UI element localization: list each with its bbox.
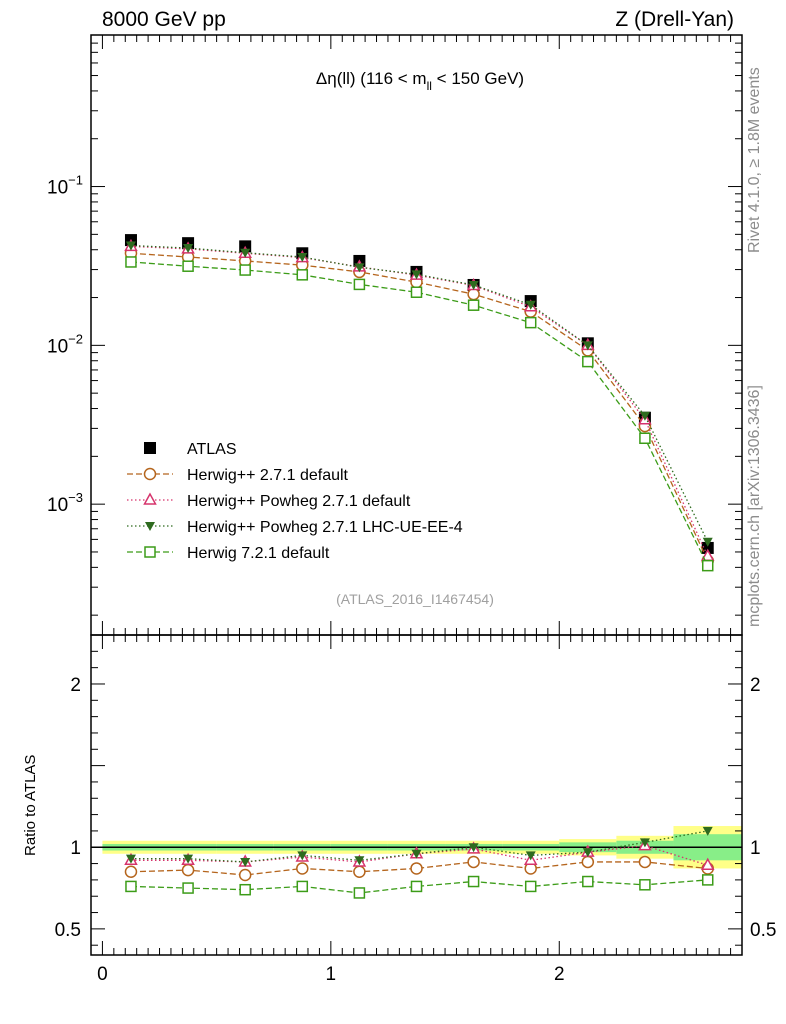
ratio-powheg-point: [700, 857, 715, 870]
tick-base: 10: [47, 336, 68, 357]
legend-marker-herwig721: [144, 546, 156, 558]
main-powheg_ue-point: [639, 411, 650, 421]
ratio-y-tick-label-right: 2: [750, 675, 761, 696]
ratio-y-tick-label-right: 0.5: [750, 920, 776, 941]
ratio-herwig721-point: [296, 880, 309, 893]
ratio-powheg_ue-point: [125, 854, 136, 864]
ratio-powheg_ue-point: [240, 857, 251, 867]
tick-exponent: −2: [68, 331, 83, 346]
ratio-herwig271-point: [296, 862, 309, 875]
ratio-y-tick-label-left: 0.5: [55, 920, 81, 941]
main-herwig721-point: [296, 269, 309, 281]
header-left-label: 8000 GeV pp: [102, 8, 226, 31]
main-herwig721-point: [353, 278, 366, 291]
ratio-herwig271-point: [238, 868, 252, 882]
legend-label-powheg_ue: Herwig++ Powheg 2.7.1 LHC-UE-EE-4: [187, 519, 463, 536]
main-powheg_ue-point: [354, 263, 365, 273]
legend-label-powheg: Herwig++ Powheg 2.7.1 default: [187, 493, 411, 510]
main-herwig721-point: [410, 286, 423, 298]
legend-marker-powheg: [143, 492, 157, 505]
main-herwig721-point: [524, 316, 537, 329]
ratio-powheg_ue-point: [582, 848, 593, 858]
ratio-herwig271-point: [638, 855, 652, 869]
title-subscript: ll: [427, 79, 432, 93]
ratio-y-tick-label-left: 1: [70, 838, 81, 859]
ratio-powheg_ue-point: [354, 856, 365, 866]
ratio-powheg_ue-point: [411, 849, 422, 859]
title-main-text: Δη(ll) (116 < m: [316, 69, 427, 88]
ratio-herwig721-point: [582, 875, 594, 888]
ratio-panel: 0.5 0.5 1 1 2 2 0 1 2: [55, 634, 776, 985]
main-herwig721-point: [639, 432, 651, 445]
ratio-y-tick-label-right: 1: [750, 838, 761, 859]
ratio-herwig271-point: [181, 863, 195, 877]
ratio-herwig271-point: [467, 855, 480, 869]
ratio-herwig271-point: [410, 862, 423, 875]
main-powheg_ue-point: [525, 300, 536, 310]
ratio-herwig721-point: [353, 887, 366, 899]
main-powheg_ue-point: [582, 341, 593, 351]
ratio-frame: [90, 634, 743, 956]
main-herwig271-line: [130, 252, 709, 562]
main-herwig721-point: [239, 264, 251, 276]
main-powheg_ue-point: [183, 244, 194, 254]
main-powheg_ue-point: [240, 248, 251, 258]
main-herwig721-line: [130, 261, 709, 566]
main-herwig721-point: [182, 260, 194, 272]
main-powheg_ue-point: [702, 537, 713, 547]
ratio-x-tick-label: 0: [97, 964, 108, 985]
main-y-tick-label: 10−3: [47, 490, 83, 516]
ratio-powheg_ue-point: [183, 854, 194, 864]
legend-label-herwig721: Herwig 7.2.1 default: [187, 545, 330, 562]
ratio-herwig271-point: [353, 865, 366, 878]
main-powheg_ue-point: [125, 241, 136, 251]
ratio-herwig271-point: [581, 855, 595, 869]
ratio-powheg_ue-point: [468, 843, 479, 853]
ratio-powheg_ue-point: [297, 851, 308, 861]
ratio-powheg_ue-point: [702, 826, 713, 836]
ratio-powheg_ue-point: [639, 838, 650, 848]
main-powheg_ue-point: [411, 270, 422, 280]
main-y-tick-label: 10−1: [47, 173, 83, 199]
ratio-herwig271-point: [124, 865, 138, 878]
analysis-annotation: (ATLAS_2016_I1467454): [336, 591, 494, 607]
legend-label-atlas: ATLAS: [187, 441, 237, 458]
legend-marker-herwig271: [143, 467, 157, 481]
title-end-text: < 150 GeV): [432, 69, 524, 88]
ratio-y-tick-label-left: 2: [70, 675, 81, 696]
ratio-herwig721-point: [524, 880, 537, 893]
ratio-x-tick-label: 1: [326, 964, 337, 985]
ratio-herwig721-line: [130, 879, 708, 894]
main-herwig721-point: [701, 559, 714, 572]
main-y-tick-label: 10−2: [47, 331, 83, 357]
tick-base: 10: [47, 495, 68, 516]
ratio-herwig721-point: [182, 882, 194, 894]
ratio-herwig271-line: [130, 861, 708, 876]
ratio-x-tick-label: 2: [554, 964, 565, 985]
main-herwig721-point: [125, 256, 137, 268]
legend-label-herwig271: Herwig++ 2.7.1 default: [187, 467, 349, 484]
main-powheg_ue-point: [468, 280, 479, 290]
main-herwig721-point: [582, 355, 594, 368]
ratio-herwig721-point: [239, 883, 251, 896]
main-herwig721-point: [467, 299, 480, 311]
ratio-herwig721-point: [467, 875, 480, 888]
header-right-label: Z (Drell-Yan): [615, 8, 734, 31]
main-powheg_ue-point: [297, 253, 308, 263]
tick-base: 10: [47, 178, 68, 199]
legend-marker-atlas: [144, 442, 156, 454]
ratio-powheg_ue-point: [525, 851, 536, 861]
legend-marker-powheg_ue: [145, 522, 155, 531]
ratio-herwig721-point: [701, 874, 714, 886]
ratio-herwig721-point: [639, 879, 651, 891]
ratio-herwig721-point: [125, 880, 137, 893]
tick-exponent: −1: [68, 173, 83, 188]
main-herwig271-point: [467, 287, 480, 301]
ratio-herwig721-point: [410, 880, 423, 893]
tick-exponent: −3: [68, 490, 83, 505]
main-panel-title: Δη(ll) (116 < mll < 150 GeV): [316, 69, 524, 93]
